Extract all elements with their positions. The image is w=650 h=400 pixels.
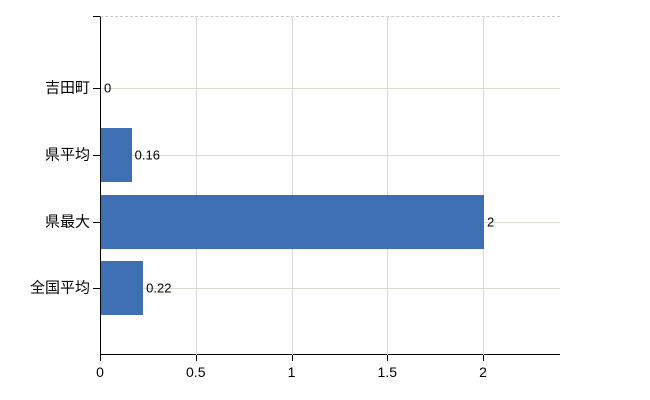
x-tick-label: 1.5 <box>377 364 397 380</box>
x-tick-label: 2 <box>479 364 487 380</box>
vertical-gridline <box>483 16 484 355</box>
y-axis-tick <box>93 221 100 223</box>
value-label: 0.22 <box>146 280 172 296</box>
x-tick-label: 0 <box>96 364 104 380</box>
bar <box>101 194 484 249</box>
plot-area <box>100 16 560 355</box>
value-label: 0.16 <box>134 147 160 163</box>
x-tick-label: 0.5 <box>186 364 206 380</box>
x-axis-tick <box>483 355 484 361</box>
horizontal-gridline <box>101 155 560 156</box>
y-axis-tick <box>93 88 100 89</box>
horizontal-gridline <box>101 288 560 289</box>
horizontal-gridline <box>101 88 560 89</box>
category-label: 県平均 <box>44 146 90 164</box>
x-axis-tick <box>291 355 293 361</box>
value-label: 0 <box>104 80 112 96</box>
category-label: 県最大 <box>44 213 90 230</box>
vertical-gridline <box>387 16 389 355</box>
x-axis-tick <box>100 355 101 361</box>
y-axis-top-tick <box>93 16 100 17</box>
vertical-gridline <box>291 16 293 355</box>
bar <box>101 128 132 182</box>
x-tick-label: 1 <box>287 364 296 380</box>
category-label: 全国平均 <box>29 279 90 297</box>
vertical-gridline <box>195 16 197 355</box>
bar <box>101 261 144 315</box>
x-axis-tick <box>387 355 389 361</box>
x-axis-tick <box>195 355 197 361</box>
value-label: 2 <box>487 214 495 229</box>
category-label: 吉田町 <box>44 79 90 97</box>
y-axis-tick <box>93 288 100 289</box>
y-axis-tick <box>93 155 100 156</box>
